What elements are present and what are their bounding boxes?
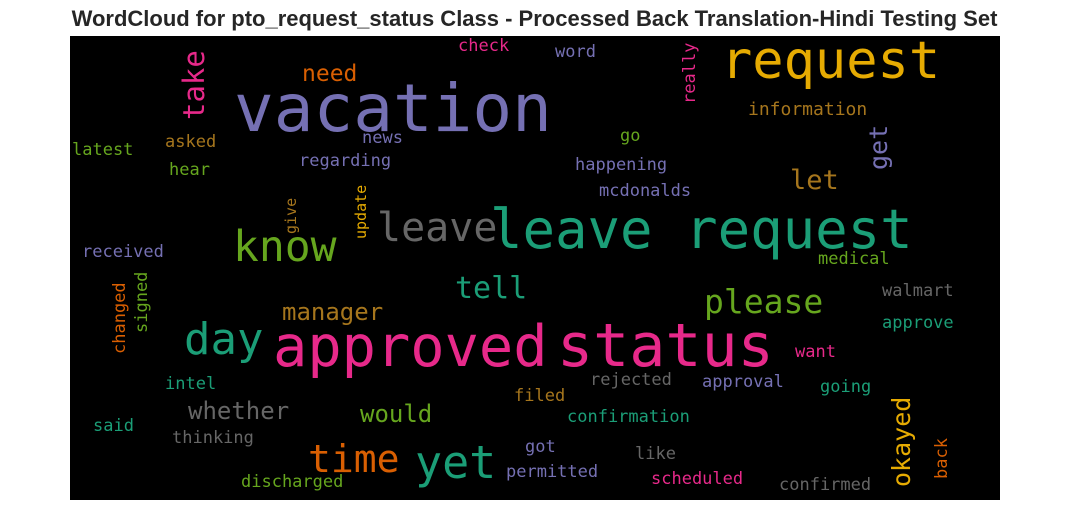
word-going: going [820, 377, 872, 397]
word-tell: tell [455, 271, 528, 306]
word-go: go [620, 126, 641, 146]
word-word: word [555, 42, 596, 62]
word-intel: intel [165, 374, 217, 394]
word-check: check [458, 36, 510, 56]
word-leave: leave [377, 205, 498, 251]
word-vacation: vacation [234, 70, 552, 147]
word-permitted: permitted [506, 462, 599, 482]
word-signed: signed [132, 271, 152, 333]
word-happening: happening [575, 155, 668, 175]
word-rejected: rejected [590, 370, 672, 390]
word-get: get [864, 124, 893, 170]
word-confirmation: confirmation [567, 407, 690, 427]
word-whether: whether [188, 397, 290, 425]
word-approve: approve [882, 313, 954, 333]
word-discharged: discharged [241, 472, 344, 492]
word-know: know [233, 222, 337, 272]
word-medical: medical [818, 249, 890, 269]
word-regarding: regarding [299, 151, 392, 171]
word-received: received [82, 242, 164, 262]
word-latest: latest [72, 140, 134, 160]
word-thinking: thinking [172, 428, 254, 448]
word-mcdonalds: mcdonalds [599, 181, 692, 201]
word-filed: filed [514, 386, 566, 406]
word-approval: approval [702, 372, 784, 392]
word-day: day [184, 314, 264, 365]
word-yet: yet [415, 436, 497, 489]
word-please: please [704, 282, 824, 321]
word-got: got [525, 437, 556, 457]
word-time: time [308, 437, 400, 481]
word-changed: changed [110, 282, 130, 354]
word-walmart: walmart [882, 281, 954, 301]
word-really: really [680, 42, 700, 104]
word-said: said [93, 416, 134, 436]
chart-title: WordCloud for pto_request_status Class -… [71, 6, 998, 31]
word-like: like [635, 444, 676, 464]
word-confirmed: confirmed [779, 475, 872, 495]
word-cloud: vacation request leave request approved … [70, 36, 1000, 500]
word-hear: hear [169, 160, 210, 180]
word-need: need [302, 61, 358, 87]
word-approved: approved [273, 314, 548, 380]
word-would: would [360, 400, 433, 428]
word-scheduled: scheduled [651, 469, 744, 489]
word-information: information [748, 99, 868, 120]
word-update: update [352, 184, 370, 239]
word-asked: asked [165, 132, 217, 152]
word-back: back [932, 438, 952, 479]
word-okayed: okayed [887, 396, 916, 487]
word-take: take [177, 50, 211, 120]
word-want: want [795, 342, 836, 362]
word-leave-request: leave request [490, 198, 913, 261]
word-let: let [790, 165, 839, 196]
word-news: news [362, 128, 403, 148]
word-give: give [282, 197, 300, 234]
word-manager: manager [282, 298, 384, 326]
word-status: status [557, 311, 774, 381]
word-request: request [721, 36, 941, 91]
